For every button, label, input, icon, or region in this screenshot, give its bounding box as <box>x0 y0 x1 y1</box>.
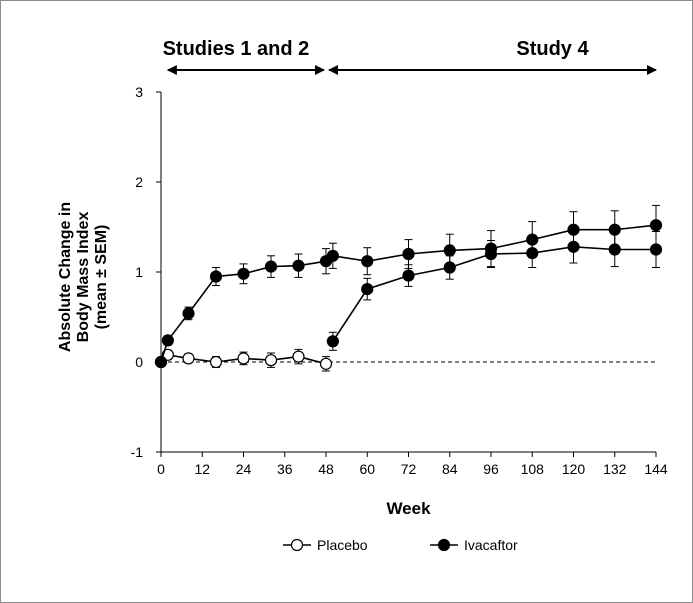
data-point <box>209 355 223 369</box>
x-tick-label: 60 <box>359 461 375 477</box>
series-group <box>154 348 333 372</box>
y-tick-label: -1 <box>131 444 144 460</box>
x-tick-label: 72 <box>401 461 417 477</box>
y-axis-title-line: Body Mass Index <box>75 212 92 343</box>
x-tick-label: 84 <box>442 461 458 477</box>
legend-marker <box>290 538 304 552</box>
data-point <box>319 357 333 370</box>
series-group <box>154 204 663 369</box>
x-tick-label: 12 <box>194 461 210 477</box>
data-point <box>209 270 223 283</box>
period-label: Studies 1 and 2 <box>163 38 310 60</box>
data-point <box>326 249 339 262</box>
data-series <box>154 204 663 372</box>
x-tick-label: 96 <box>483 461 499 477</box>
y-tick-label: 1 <box>135 264 143 280</box>
period-label: Study 4 <box>516 38 589 60</box>
data-point <box>264 260 278 273</box>
x-tick-label: 132 <box>603 461 627 477</box>
data-point <box>443 244 456 257</box>
x-tick-label: 36 <box>277 461 293 477</box>
x-tick-label: 144 <box>644 461 668 477</box>
y-tick-label: 3 <box>135 84 143 100</box>
study-periods: Studies 1 and 2 Study 4 <box>163 38 657 75</box>
data-point <box>402 269 415 282</box>
data-point <box>264 354 278 367</box>
data-point <box>608 223 621 236</box>
data-point <box>526 233 539 246</box>
x-tick-label: 24 <box>236 461 252 477</box>
x-tick-label: 48 <box>318 461 334 477</box>
y-tick-label: 0 <box>135 354 143 370</box>
y-tick-label: 2 <box>135 174 143 190</box>
y-axis-title-line: (mean ± SEM) <box>93 225 110 330</box>
data-point <box>567 223 580 236</box>
data-point <box>402 247 415 261</box>
data-point <box>649 243 663 256</box>
data-point <box>292 350 305 363</box>
data-point <box>361 255 374 268</box>
x-tick-label: 0 <box>157 461 165 477</box>
legend-label: Ivacaftor <box>464 537 518 553</box>
data-point <box>154 355 168 369</box>
legend-label: Placebo <box>317 537 368 553</box>
data-point <box>292 259 305 272</box>
legend: Placebo Ivacaftor <box>283 537 518 553</box>
data-point <box>361 283 374 296</box>
series-line <box>332 245 656 342</box>
x-tick-label: 120 <box>562 461 586 477</box>
data-point <box>182 352 195 365</box>
legend-marker <box>437 538 451 552</box>
data-point <box>326 335 339 348</box>
data-point <box>161 334 174 347</box>
x-tick-label: 108 <box>521 461 545 477</box>
x-axis-title: Week <box>386 499 431 518</box>
data-point <box>484 242 498 255</box>
data-point <box>649 219 663 232</box>
data-point <box>182 307 195 320</box>
y-axis-title-line: Absolute Change in <box>57 202 74 352</box>
data-point <box>237 267 250 280</box>
data-point <box>237 352 250 365</box>
